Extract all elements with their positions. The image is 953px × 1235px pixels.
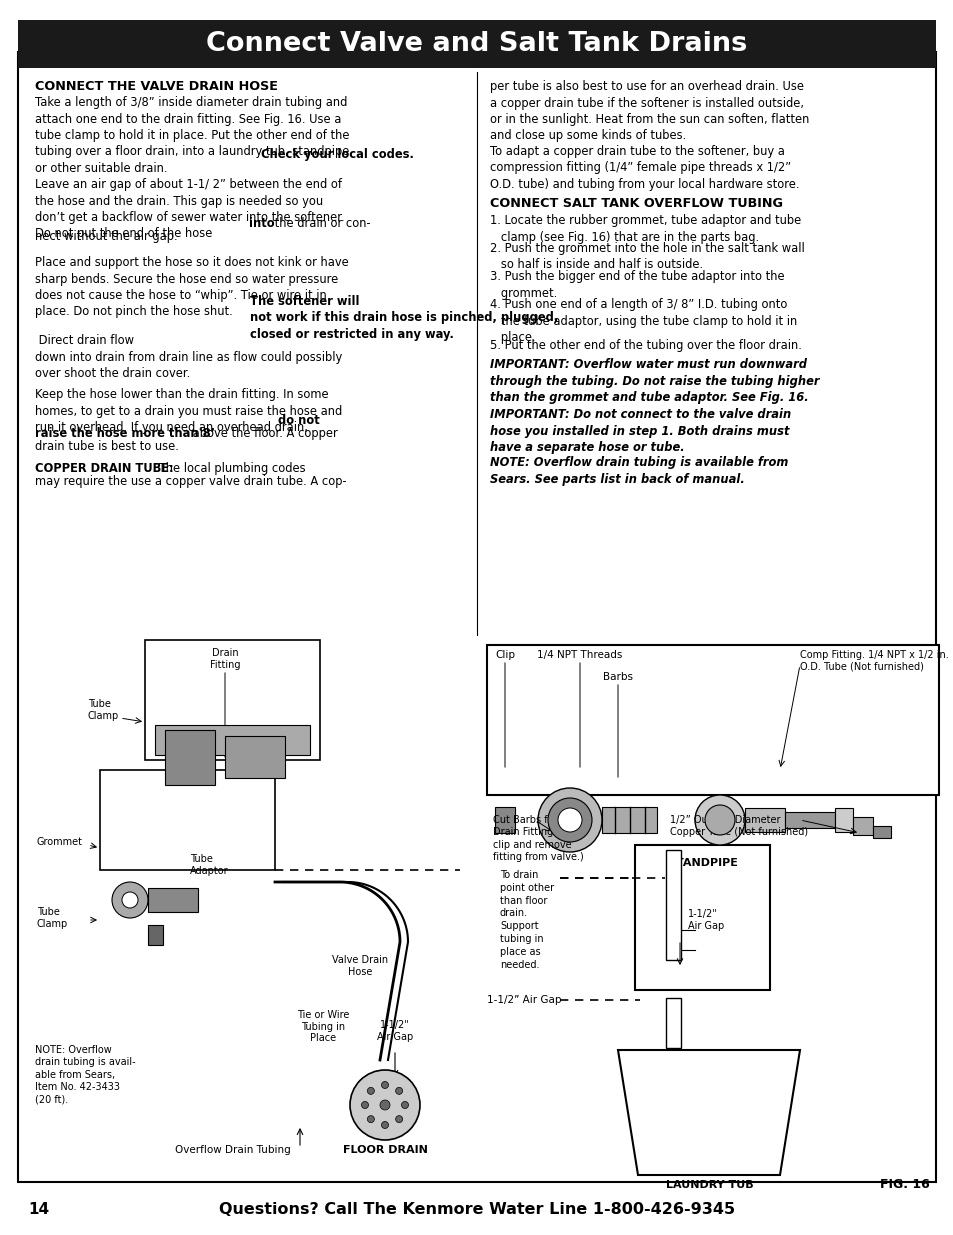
Circle shape: [379, 1100, 390, 1110]
Bar: [744, 808, 784, 832]
Circle shape: [367, 1115, 374, 1123]
Circle shape: [395, 1087, 402, 1094]
Text: Check your local codes.: Check your local codes.: [261, 148, 414, 161]
Text: LAUNDRY TUB: LAUNDRY TUB: [665, 1179, 753, 1191]
Text: into: into: [249, 217, 274, 230]
Bar: [486, 645, 938, 795]
Text: Drain
Fitting: Drain Fitting: [210, 648, 240, 669]
Circle shape: [558, 808, 581, 832]
Text: To drain
point other
than floor
drain.
Support
tubing in
place as
needed.: To drain point other than floor drain. S…: [499, 869, 554, 969]
Text: 1/2” Outside Diameter
Copper Tube (Not furnished): 1/2” Outside Diameter Copper Tube (Not f…: [669, 815, 807, 837]
Text: Direct drain flow
down into drain from drain line as flow could possibly
over sh: Direct drain flow down into drain from d…: [35, 333, 342, 380]
Text: 2. Push the grommet into the hole in the salt tank wall
   so half is inside and: 2. Push the grommet into the hole in the…: [490, 242, 804, 272]
Text: 3. Push the bigger end of the tube adaptor into the
   grommet.: 3. Push the bigger end of the tube adapt…: [490, 270, 783, 300]
Circle shape: [704, 805, 734, 835]
Bar: [834, 808, 852, 832]
Text: IMPORTANT: Overflow water must run downward
through the tubing. Do not raise the: IMPORTANT: Overflow water must run downw…: [490, 358, 819, 404]
Text: Connect Valve and Salt Tank Drains: Connect Valve and Salt Tank Drains: [206, 31, 747, 57]
Text: per tube is also best to use for an overhead drain. Use
a copper drain tube if t: per tube is also best to use for an over…: [490, 80, 808, 142]
Text: Valve Drain
Hose: Valve Drain Hose: [332, 955, 388, 977]
Text: Tube
Clamp: Tube Clamp: [88, 699, 119, 721]
Circle shape: [547, 798, 592, 842]
Circle shape: [381, 1082, 388, 1088]
Text: may require the use a copper valve drain tube. A cop-: may require the use a copper valve drain…: [35, 475, 346, 488]
Text: 4. Push one end of a length of 3/ 8” I.D. tubing onto
   the tube adaptor, using: 4. Push one end of a length of 3/ 8” I.D…: [490, 298, 797, 345]
Text: above the floor. A copper: above the floor. A copper: [189, 427, 337, 440]
Text: Tube
Adaptor: Tube Adaptor: [190, 853, 229, 876]
Text: Overflow Drain Tubing: Overflow Drain Tubing: [174, 1145, 291, 1155]
Text: 1. Locate the rubber grommet, tube adaptor and tube
   clamp (see Fig. 16) that : 1. Locate the rubber grommet, tube adapt…: [490, 214, 801, 243]
Text: Clip: Clip: [495, 650, 515, 659]
Text: Questions? Call The Kenmore Water Line 1-800-426-9345: Questions? Call The Kenmore Water Line 1…: [218, 1203, 735, 1218]
Circle shape: [350, 1070, 419, 1140]
Text: The local plumbing codes: The local plumbing codes: [154, 462, 305, 475]
Circle shape: [695, 795, 744, 845]
Bar: [148, 888, 198, 911]
Bar: [154, 725, 310, 755]
Bar: [852, 818, 872, 835]
Text: The softener will
not work if this drain hose is pinched, plugged,
closed or res: The softener will not work if this drain…: [250, 295, 558, 341]
Text: Grommet: Grommet: [37, 837, 83, 847]
Text: 14: 14: [28, 1203, 49, 1218]
Bar: [225, 736, 285, 778]
Text: Tie or Wire
Tubing in
Place: Tie or Wire Tubing in Place: [296, 1010, 349, 1044]
Text: nect without the air gap.: nect without the air gap.: [35, 230, 177, 243]
Text: Keep the hose lower than the drain fitting. In some
homes, to get to a drain you: Keep the hose lower than the drain fitti…: [35, 388, 342, 433]
Text: 1-1/2” Air Gap: 1-1/2” Air Gap: [486, 995, 561, 1005]
Text: the drain or con-: the drain or con-: [271, 217, 370, 230]
Text: 5. Put the other end of the tubing over the floor drain.: 5. Put the other end of the tubing over …: [490, 338, 801, 352]
Circle shape: [112, 882, 148, 918]
Text: Cut Barbs from
Drain Fitting (Pull
clip and remove
fitting from valve.): Cut Barbs from Drain Fitting (Pull clip …: [493, 815, 583, 862]
Polygon shape: [618, 1050, 800, 1174]
Text: do not: do not: [277, 414, 319, 427]
Bar: [784, 811, 834, 827]
Text: Place and support the hose so it does not kink or have
sharp bends. Secure the h: Place and support the hose so it does no…: [35, 256, 349, 319]
Bar: [495, 806, 515, 832]
Text: STANDPIPE: STANDPIPE: [667, 858, 738, 868]
Circle shape: [367, 1087, 374, 1094]
Circle shape: [395, 1115, 402, 1123]
Bar: [145, 640, 319, 760]
Bar: [635, 845, 769, 990]
Text: Leave an air gap of about 1-1/ 2” between the end of
the hose and the drain. Thi: Leave an air gap of about 1-1/ 2” betwee…: [35, 178, 344, 241]
Circle shape: [122, 892, 138, 908]
Bar: [872, 826, 890, 839]
Text: raise the hose more than 8’: raise the hose more than 8’: [35, 427, 214, 440]
Text: CONNECT SALT TANK OVERFLOW TUBING: CONNECT SALT TANK OVERFLOW TUBING: [490, 198, 782, 210]
Text: Take a length of 3/8” inside diameter drain tubing and
attach one end to the dra: Take a length of 3/8” inside diameter dr…: [35, 96, 353, 175]
Text: 1-1/2"
Air Gap: 1-1/2" Air Gap: [687, 909, 723, 931]
Bar: [165, 730, 214, 785]
Text: IMPORTANT: Do not connect to the valve drain
hose you installed in step 1. Both : IMPORTANT: Do not connect to the valve d…: [490, 408, 790, 454]
Bar: [665, 998, 680, 1049]
Text: Comp Fitting. 1/4 NPT x 1/2 in.
O.D. Tube (Not furnished): Comp Fitting. 1/4 NPT x 1/2 in. O.D. Tub…: [800, 650, 947, 672]
Circle shape: [361, 1102, 368, 1109]
Text: FIG. 16: FIG. 16: [880, 1178, 929, 1191]
Bar: [100, 769, 274, 869]
Text: NOTE: Overflow drain tubing is available from
Sears. See parts list in back of m: NOTE: Overflow drain tubing is available…: [490, 456, 787, 485]
Text: drain tube is best to use.: drain tube is best to use.: [35, 440, 179, 453]
Text: To adapt a copper drain tube to the softener, buy a
compression fitting (1/4” fe: To adapt a copper drain tube to the soft…: [490, 144, 799, 191]
Bar: [665, 850, 680, 960]
Text: 1-1/2"
Air Gap: 1-1/2" Air Gap: [376, 1020, 413, 1041]
Text: COPPER DRAIN TUBE:: COPPER DRAIN TUBE:: [35, 462, 173, 475]
Bar: [18, 20, 935, 68]
Text: FLOOR DRAIN: FLOOR DRAIN: [342, 1145, 427, 1155]
Text: CONNECT THE VALVE DRAIN HOSE: CONNECT THE VALVE DRAIN HOSE: [35, 80, 277, 93]
Circle shape: [537, 788, 601, 852]
Text: NOTE: Overflow
drain tubing is avail-
able from Sears,
Item No. 42-3433
(20 ft).: NOTE: Overflow drain tubing is avail- ab…: [35, 1045, 135, 1104]
Circle shape: [401, 1102, 408, 1109]
Text: Barbs: Barbs: [602, 672, 633, 682]
Bar: [601, 806, 657, 832]
Text: Tube
Clamp: Tube Clamp: [37, 908, 69, 929]
Circle shape: [381, 1121, 388, 1129]
Bar: [148, 925, 163, 945]
Text: 1/4 NPT Threads: 1/4 NPT Threads: [537, 650, 622, 659]
